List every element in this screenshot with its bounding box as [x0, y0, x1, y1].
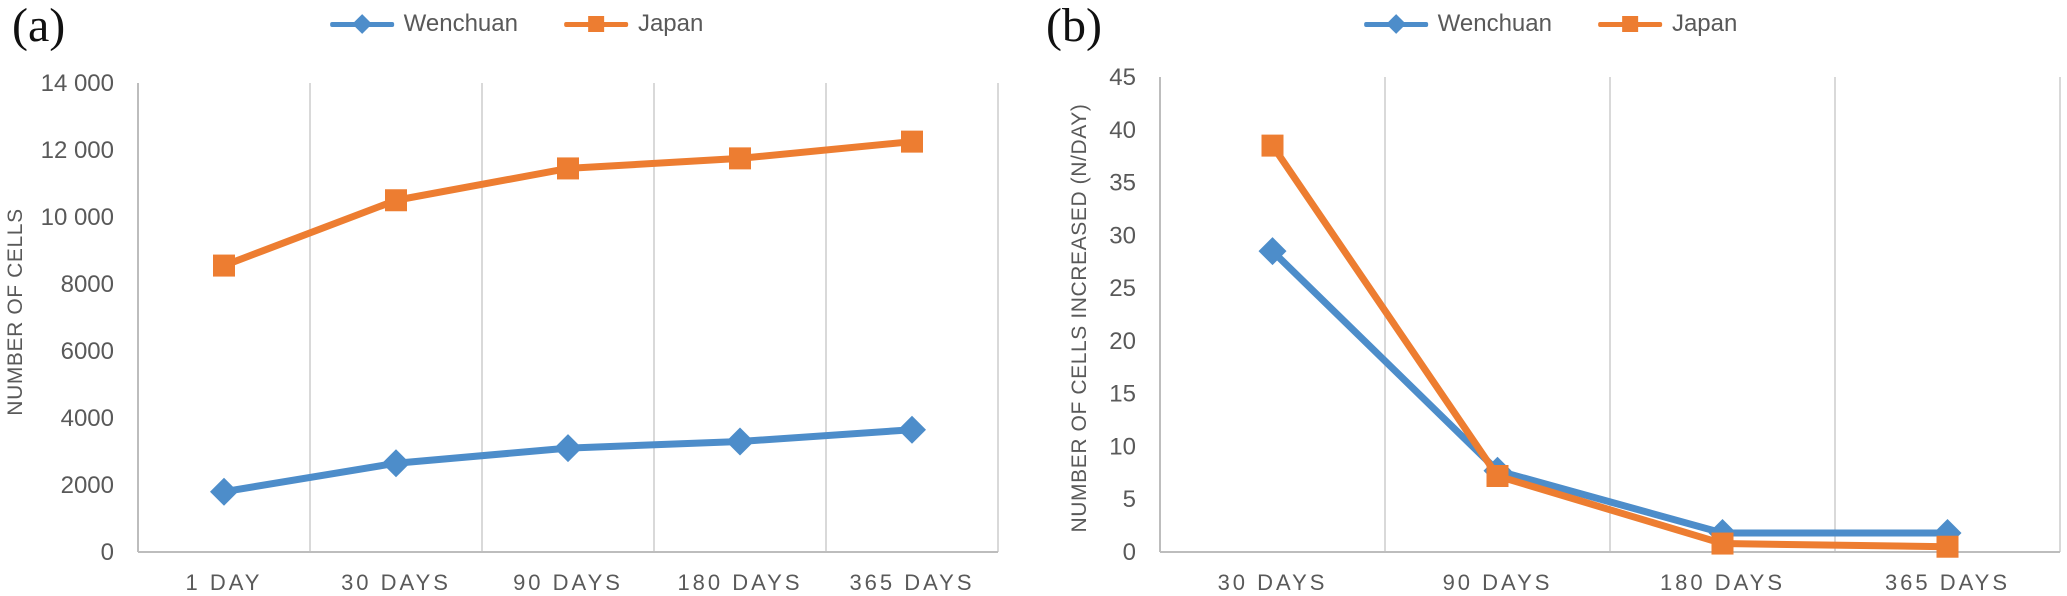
svg-text:30 DAYS: 30 DAYS — [341, 570, 451, 595]
svg-text:180 DAYS: 180 DAYS — [1660, 570, 1785, 595]
svg-text:40: 40 — [1109, 117, 1136, 144]
legend-b: Wenchuan Japan — [1363, 10, 1738, 38]
japan-line-marker-icon — [563, 12, 628, 36]
legend-label-wenchuan: Wenchuan — [403, 10, 518, 37]
svg-text:1 DAY: 1 DAY — [186, 570, 263, 595]
chart-b-plot: 0 5 10 15 20 25 30 35 40 45 30 DAYS 90 DAYS 180 DAYS… — [1109, 64, 2061, 595]
svg-text:365 DAYS: 365 DAYS — [1885, 570, 2010, 595]
chart-a-plot: 0 2000 4000 6000 8000 10 000 12 000 14 000 1 DAY… — [41, 70, 999, 595]
legend-label-japan: Japan — [637, 10, 704, 37]
legend-item-japan: Japan — [563, 10, 704, 38]
legend-item-wenchuan: Wenchuan — [1363, 10, 1552, 38]
svg-text:90 DAYS: 90 DAYS — [513, 570, 623, 595]
wenchuan-line-marker-icon — [329, 12, 394, 36]
svg-text:35: 35 — [1109, 170, 1136, 197]
svg-text:30: 30 — [1109, 222, 1136, 249]
svg-text:20: 20 — [1109, 328, 1136, 355]
panel-a: (a) Wenchuan Japan NUMBER OF CELLS 0 2000… — [0, 0, 1033, 596]
svg-text:180 DAYS: 180 DAYS — [677, 570, 802, 595]
wenchuan-line-marker-icon — [1363, 12, 1428, 36]
panel-a-label: (a) — [12, 0, 66, 52]
legend-item-wenchuan: Wenchuan — [329, 10, 518, 38]
svg-text:25: 25 — [1109, 275, 1136, 302]
svg-text:45: 45 — [1109, 64, 1136, 91]
svg-text:10: 10 — [1109, 433, 1136, 460]
panel-b: (b) Wenchuan Japan NUMBER OF CELLS INCRE… — [1034, 0, 2067, 596]
svg-text:10 000: 10 000 — [41, 204, 114, 231]
svg-text:4000: 4000 — [61, 405, 114, 432]
svg-text:12 000: 12 000 — [41, 137, 114, 164]
svg-text:365 DAYS: 365 DAYS — [849, 570, 974, 595]
svg-text:2000: 2000 — [61, 472, 114, 499]
japan-line-marker-icon — [1597, 12, 1662, 36]
svg-text:8000: 8000 — [61, 271, 114, 298]
svg-text:0: 0 — [101, 539, 114, 566]
legend-item-japan: Japan — [1597, 10, 1738, 38]
svg-text:15: 15 — [1109, 381, 1136, 408]
svg-text:30 DAYS: 30 DAYS — [1218, 570, 1328, 595]
svg-text:14 000: 14 000 — [41, 70, 114, 97]
svg-text:0: 0 — [1123, 539, 1136, 566]
svg-text:5: 5 — [1123, 486, 1136, 513]
legend-label-japan: Japan — [1671, 10, 1738, 37]
legend-label-wenchuan: Wenchuan — [1437, 10, 1552, 37]
legend-a: Wenchuan Japan — [329, 10, 704, 38]
svg-text:90 DAYS: 90 DAYS — [1443, 570, 1553, 595]
panel-b-label: (b) — [1046, 0, 1102, 52]
svg-text:6000: 6000 — [61, 338, 114, 365]
